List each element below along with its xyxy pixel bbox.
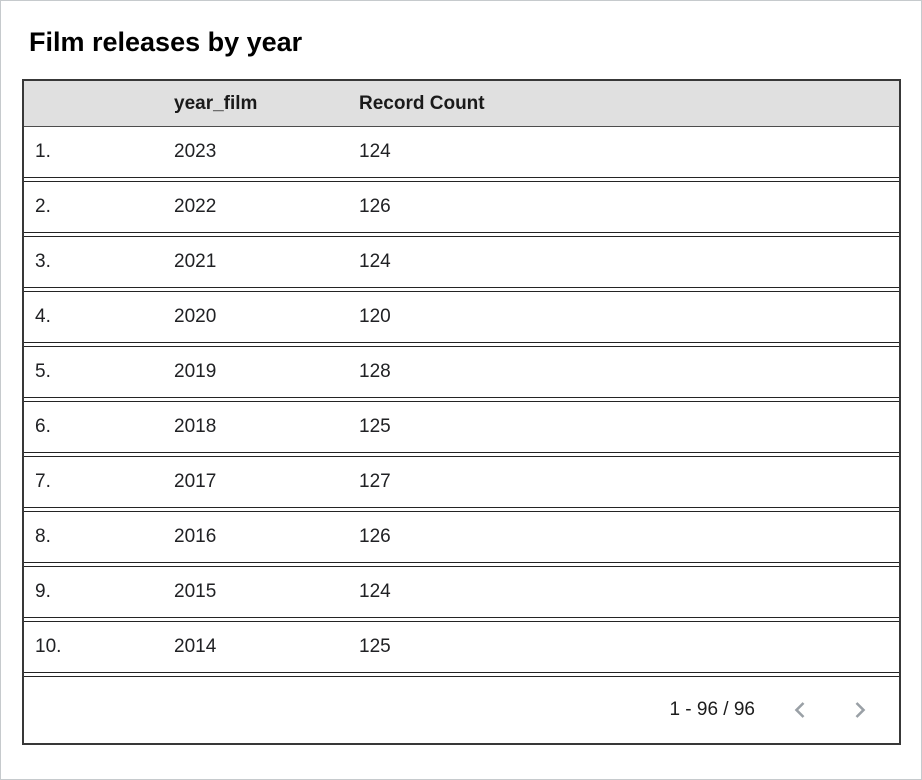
year-film-cell: 2016 [174, 526, 217, 547]
year-film-cell: 2018 [174, 416, 217, 437]
record-count-cell: 120 [359, 306, 391, 327]
record-count-cell: 127 [359, 471, 391, 492]
record-count-cell: 124 [359, 251, 391, 272]
chart-title: Film releases by year [29, 27, 303, 57]
year-film-cell: 2021 [174, 251, 217, 272]
data-table: year_film Record Count 1. 2023 124 2. 20… [22, 79, 901, 745]
row-number-cell: 4. [35, 306, 51, 327]
row-number-cell: 3. [35, 251, 51, 272]
table-row[interactable]: 3. 2021 124 [24, 236, 899, 288]
table-row[interactable]: 4. 2020 120 [24, 291, 899, 343]
header-year-film[interactable]: year_film [174, 92, 258, 114]
row-number-cell: 10. [35, 636, 62, 657]
pagination-prev-button[interactable] [787, 697, 813, 723]
row-number-cell: 5. [35, 361, 51, 382]
record-count-cell: 124 [359, 141, 391, 162]
header-record-count[interactable]: Record Count [359, 92, 485, 114]
table-footer: 1 - 96 / 96 [24, 676, 899, 743]
record-count-cell: 126 [359, 196, 391, 217]
row-number-cell: 6. [35, 416, 51, 437]
pagination-range: 1 - 96 / 96 [669, 699, 755, 720]
year-film-cell: 2017 [174, 471, 217, 492]
table-row[interactable]: 10. 2014 125 [24, 621, 899, 673]
record-count-cell: 125 [359, 636, 391, 657]
table-row[interactable]: 5. 2019 128 [24, 346, 899, 398]
chevron-left-icon [788, 698, 812, 722]
row-number-cell: 9. [35, 581, 51, 602]
row-number-cell: 2. [35, 196, 51, 217]
record-count-cell: 128 [359, 361, 391, 382]
pagination-next-button[interactable] [847, 697, 873, 723]
table-row[interactable]: 8. 2016 126 [24, 511, 899, 563]
year-film-cell: 2015 [174, 581, 217, 602]
year-film-cell: 2014 [174, 636, 217, 657]
table-row[interactable]: 9. 2015 124 [24, 566, 899, 618]
year-film-cell: 2022 [174, 196, 217, 217]
year-film-cell: 2023 [174, 141, 217, 162]
table-row[interactable]: 7. 2017 127 [24, 456, 899, 508]
table-header-row: year_film Record Count [24, 81, 899, 127]
chevron-right-icon [848, 698, 872, 722]
row-number-cell: 7. [35, 471, 51, 492]
record-count-cell: 126 [359, 526, 391, 547]
year-film-cell: 2019 [174, 361, 217, 382]
row-number-cell: 8. [35, 526, 51, 547]
table-row[interactable]: 6. 2018 125 [24, 401, 899, 453]
record-count-cell: 125 [359, 416, 391, 437]
record-count-cell: 124 [359, 581, 391, 602]
table-row[interactable]: 2. 2022 126 [24, 181, 899, 233]
table-row[interactable]: 1. 2023 124 [24, 127, 899, 178]
table-body: 1. 2023 124 2. 2022 126 3. 2021 124 4. 2… [24, 127, 899, 673]
row-number-cell: 1. [35, 141, 51, 162]
year-film-cell: 2020 [174, 306, 217, 327]
